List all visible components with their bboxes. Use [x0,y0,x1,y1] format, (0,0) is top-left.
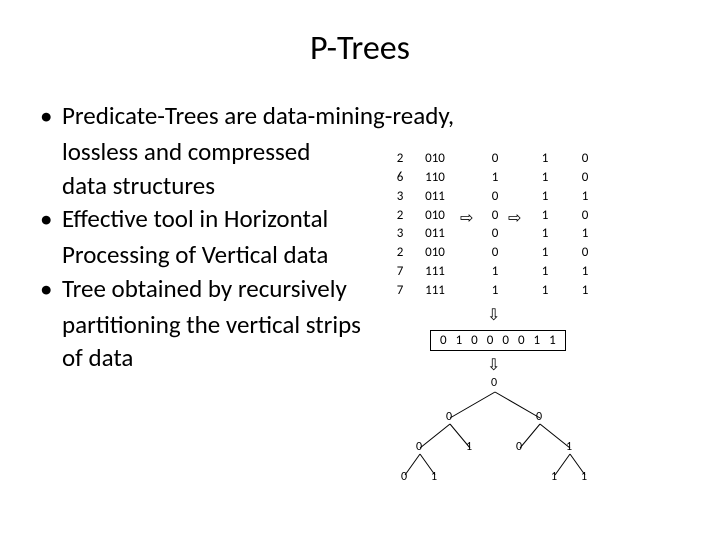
col-binary: 010110011010011010111111 [425,150,445,301]
col-bit0: 00101011 [575,150,595,301]
tree-root: 0 [491,376,497,390]
slide-title: P-Trees [40,28,680,69]
tree-leaf-6: 1 [551,470,557,484]
tree-l1-0: 0 [446,410,452,424]
col-decimal: 26323277 [390,150,410,301]
tree-leaf-7: 1 [581,470,587,484]
tree-l2-2: 0 [516,440,522,454]
tree-leaf-0: 0 [401,470,407,484]
tree-l2-3: 1 [566,440,572,454]
arrow-down-icon: ⇩ [487,305,500,325]
bullet-1: Predicate-Trees are data-mining-ready, [40,99,680,133]
tree-leaf-1: 1 [431,470,437,484]
arrow-right-icon: ⇨ [508,208,521,228]
arrow-down-icon: ⇩ [487,355,500,375]
tree-l2-1: 1 [466,440,472,454]
tree-l1-1: 0 [536,410,542,424]
bitstring-box: 01000011 [430,330,566,351]
tree-l2-0: 0 [416,440,422,454]
col-bit1: 11111111 [535,150,555,301]
col-bit2: 01000011 [485,150,505,301]
arrow-right-icon: ⇨ [460,208,473,228]
diagram-area: 26323277 010110011010011010111111 ⇨ 0100… [390,150,700,510]
tree-diagram [390,380,600,490]
